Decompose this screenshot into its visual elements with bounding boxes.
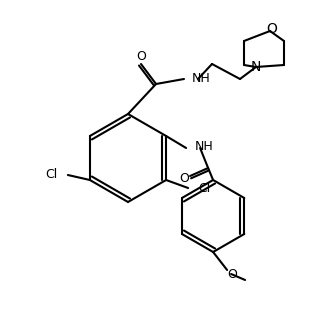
Text: O: O <box>179 171 189 184</box>
Text: N: N <box>251 60 261 74</box>
Text: Cl: Cl <box>198 181 210 195</box>
Text: O: O <box>227 268 237 282</box>
Text: NH: NH <box>192 73 211 85</box>
Text: O: O <box>267 22 278 36</box>
Text: Cl: Cl <box>46 168 58 181</box>
Text: O: O <box>136 49 146 62</box>
Text: NH: NH <box>195 139 214 153</box>
